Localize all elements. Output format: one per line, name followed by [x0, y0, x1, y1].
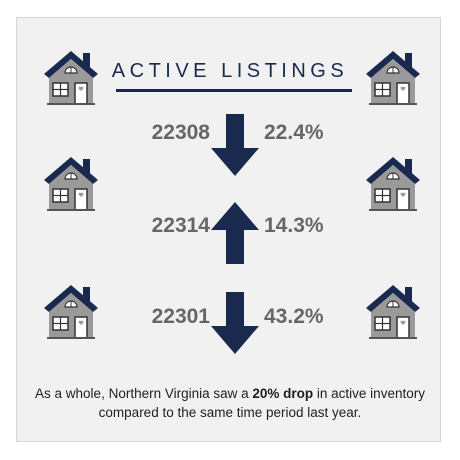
house-icon — [362, 46, 424, 108]
change-percent: 43.2% — [264, 305, 324, 328]
house-icon — [40, 152, 102, 214]
house-icon — [40, 46, 102, 108]
footnote-text-end: in active inventory compared to the same… — [98, 386, 425, 420]
title-underline — [116, 89, 352, 92]
footnote-highlight: 20% drop — [252, 386, 314, 401]
zip-code: 22308 — [151, 121, 210, 144]
arrow-up-icon — [209, 200, 261, 266]
arrow-down-icon — [209, 112, 261, 178]
house-icon — [40, 280, 102, 342]
change-percent: 14.3% — [264, 214, 324, 237]
zip-code: 22314 — [151, 214, 210, 237]
arrow-down-icon — [209, 290, 261, 356]
house-icon — [362, 152, 424, 214]
zip-code: 22301 — [151, 305, 210, 328]
footnote-text: As a whole, Northern Virginia saw a — [35, 386, 253, 401]
footnote: As a whole, Northern Virginia saw a 20% … — [30, 384, 430, 422]
change-percent: 22.4% — [264, 121, 324, 144]
title: ACTIVE LISTINGS — [111, 60, 349, 82]
house-icon — [362, 280, 424, 342]
